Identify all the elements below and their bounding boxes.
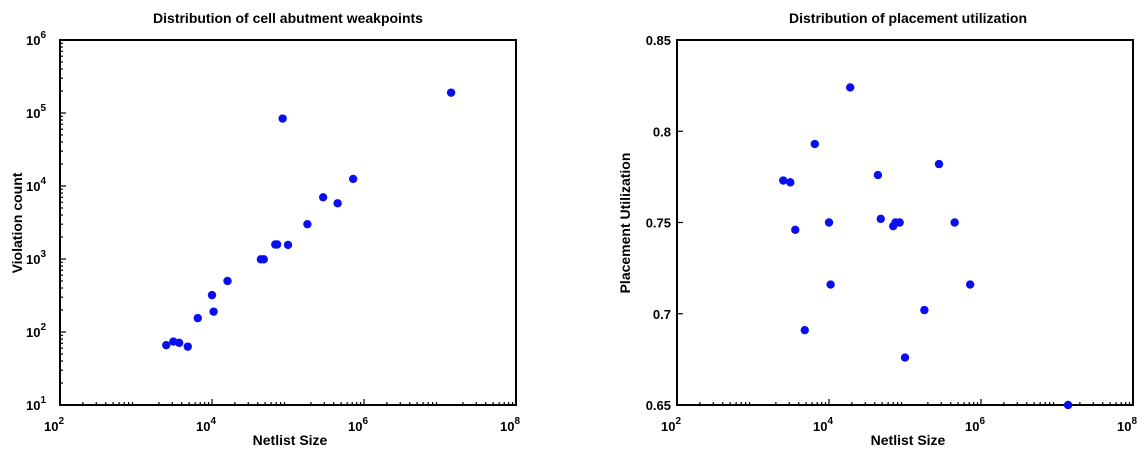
- y-tick-label: 103: [26, 249, 46, 267]
- data-point: [333, 199, 342, 208]
- x-tick-label: 108: [1117, 416, 1137, 434]
- x-tick-label: 106: [348, 416, 368, 434]
- x-tick-exponent: 4: [827, 416, 833, 427]
- chart-title: Distribution of cell abutment weakpoints: [153, 10, 423, 26]
- data-point: [873, 170, 883, 180]
- data-point: [207, 290, 217, 300]
- y-tick-exponent: 5: [40, 103, 46, 114]
- data-point: [272, 240, 282, 249]
- data-point: [876, 214, 885, 224]
- data-point: [348, 174, 358, 184]
- y-tick-label: 106: [26, 30, 46, 48]
- data-point: [791, 225, 800, 234]
- y-tick-label: 0.65: [646, 398, 671, 413]
- data-point: [965, 280, 975, 289]
- data-point: [810, 139, 819, 149]
- data-point: [826, 280, 835, 289]
- data-point: [950, 218, 959, 227]
- y-tick-base: 10: [26, 252, 40, 267]
- data-point: [303, 219, 312, 229]
- data-point: [779, 176, 788, 185]
- x-tick-base: 10: [196, 419, 210, 434]
- y-axis-label: Placement Utilization: [617, 153, 633, 294]
- data-point: [786, 178, 795, 187]
- x-tick-exponent: 2: [58, 416, 64, 427]
- data-point: [446, 88, 456, 97]
- x-tick-label: 106: [965, 416, 985, 434]
- x-tick-base: 10: [44, 419, 58, 434]
- x-tick-base: 10: [500, 419, 514, 434]
- x-tick-label: 108: [500, 416, 520, 434]
- data-point: [162, 340, 171, 350]
- x-tick-base: 10: [1117, 419, 1131, 434]
- data-point: [895, 218, 904, 227]
- x-axis-label: Netlist Size: [871, 432, 946, 448]
- point-group: [779, 83, 1073, 410]
- y-tick-label: 104: [26, 176, 46, 194]
- data-point: [209, 307, 218, 316]
- x-tick-label: 104: [196, 416, 216, 434]
- y-tick-base: 10: [26, 179, 40, 194]
- x-tick-exponent: 8: [514, 416, 520, 427]
- data-point: [800, 325, 809, 335]
- data-point: [920, 305, 929, 315]
- data-point: [278, 114, 287, 123]
- data-point: [193, 313, 202, 323]
- data-point: [318, 193, 328, 202]
- x-tick-base: 10: [813, 419, 827, 434]
- y-tick-base: 10: [26, 106, 40, 121]
- x-tick-exponent: 6: [362, 416, 368, 427]
- x-tick-exponent: 4: [210, 416, 216, 427]
- x-tick-exponent: 2: [675, 416, 681, 427]
- y-tick-base: 10: [26, 325, 40, 340]
- data-point: [845, 83, 855, 92]
- y-tick-label: 0.7: [653, 307, 671, 322]
- plot-frame: [59, 39, 517, 406]
- y-tick-exponent: 3: [40, 249, 46, 260]
- y-tick-label: 105: [26, 103, 46, 121]
- y-tick-label: 0.75: [646, 216, 671, 231]
- chart-title: Distribution of placement utilization: [789, 10, 1027, 26]
- data-point: [283, 240, 293, 250]
- point-group: [162, 88, 456, 351]
- y-tick-exponent: 1: [40, 395, 46, 406]
- data-point: [1063, 400, 1073, 410]
- data-point: [934, 159, 944, 169]
- x-tick-label: 102: [44, 416, 64, 434]
- x-tick-base: 10: [661, 419, 675, 434]
- plot-frame: [676, 39, 1134, 406]
- data-point: [900, 353, 910, 362]
- y-tick-base: 10: [26, 398, 40, 413]
- x-tick-base: 10: [965, 419, 979, 434]
- y-tick-label: 0.85: [646, 33, 671, 48]
- y-tick-exponent: 4: [40, 176, 46, 187]
- y-tick-label: 0.8: [653, 124, 671, 139]
- x-tick-label: 104: [813, 416, 833, 434]
- chart-violation-count: Distribution of cell abutment weakpoints…: [9, 10, 520, 448]
- y-axis-label: Violation count: [9, 172, 25, 273]
- x-tick-base: 10: [348, 419, 362, 434]
- data-point: [824, 218, 834, 227]
- data-point: [223, 276, 232, 286]
- data-point: [183, 342, 192, 351]
- y-tick-exponent: 6: [40, 30, 46, 41]
- y-tick-exponent: 2: [40, 322, 46, 333]
- x-tick-exponent: 8: [1131, 416, 1137, 427]
- x-tick-exponent: 6: [979, 416, 985, 427]
- y-tick-label: 102: [26, 322, 46, 340]
- x-tick-label: 102: [661, 416, 681, 434]
- chart-placement-utilization: Distribution of placement utilization Ne…: [617, 10, 1137, 448]
- y-tick-label: 101: [26, 395, 46, 413]
- y-tick-base: 10: [26, 33, 40, 48]
- data-point: [259, 255, 268, 264]
- x-axis-label: Netlist Size: [253, 432, 328, 448]
- data-point: [174, 338, 184, 348]
